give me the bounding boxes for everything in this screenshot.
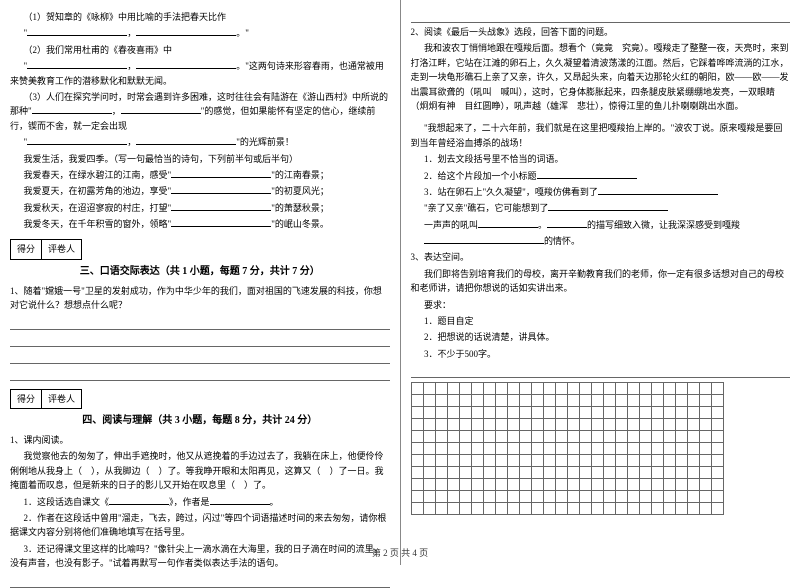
- grader-label: 评卷人: [42, 240, 81, 258]
- rq3d-text: 的描写细致入微，让我深深感受到嘎羧: [587, 220, 740, 230]
- rq3b-text: "亲了又亲"礁石，它可能想到了: [424, 203, 548, 213]
- poem1: 我爱春天，在绿水碧江的江南，感受" "的江南春景；: [10, 168, 390, 182]
- poem4a: 我爱冬天，在千年积雪的窗外，领略": [24, 219, 172, 229]
- q1-3c: "，"的光辉前景！: [10, 135, 390, 149]
- q1-1b: "，。": [10, 26, 390, 40]
- q1-3: （3）人们在探究学问时，时常会遇到许多困难，这时往往会有陆游在《游山西村》中所说…: [10, 90, 390, 133]
- section4-title: 四、阅读与理解（共 3 小题，每题 8 分，共计 24 分）: [10, 413, 390, 429]
- poem4: 我爱冬天，在千年积雪的窗外，领略" "的岷山冬景。: [10, 217, 390, 231]
- s4-q1: 1．这段话选自课文《》，作者是。: [10, 495, 390, 509]
- page-footer: 第 2 页 共 4 页: [0, 546, 800, 559]
- s4-q1a: 1．这段话选自课文《: [24, 497, 110, 507]
- s3: 3、表达空间。: [411, 250, 791, 264]
- poem1a: 我爱春天，在绿水碧江的江南，感受": [24, 170, 172, 180]
- q1-2: （2）我们常用杜甫的《春夜喜雨》中: [10, 43, 390, 57]
- s4-p1: 我觉察他去的匆匆了，伸出手遮挽时，他又从遮挽着的手边过去了，我躺在床上，他便伶伶…: [10, 449, 390, 492]
- rq2: 2．给这个片段加一个小标题: [411, 169, 791, 183]
- poem-head: 我爱生活，我爱四季。（写一句最恰当的诗句，下列前半句或后半句）: [10, 152, 390, 166]
- score-label-4: 得分: [11, 390, 42, 408]
- s3p: 我们即将告别培育我们的母校，离开辛勤教育我们的老师，你一定有很多话想对自己的母校…: [411, 267, 791, 296]
- poem3: 我爱秋天，在迢迢寥寂的村庄，打望" "的萧瑟秋景；: [10, 201, 390, 215]
- rq2-text: 2．给这个片段加一个小标题: [424, 171, 537, 181]
- q1-2b: "，。"这两句诗来形容春雨，也通常被用来赞美教育工作的潜移默化和默默无闻。: [10, 59, 390, 88]
- rq1: 1．划去文段括号里不恰当的词语。: [411, 152, 791, 166]
- req1: 1．题目自定: [424, 314, 790, 328]
- rq3e-text: 的情怀。: [544, 236, 580, 246]
- req2: 2．把想说的话说清楚，讲具体。: [424, 330, 790, 344]
- s2: 2、阅读《最后一头战象》选段，回答下面的问题。: [411, 25, 791, 39]
- writing-grid: [411, 382, 724, 515]
- q1-1-text: （1）贺知章的《咏柳》中用比喻的手法把春天比作: [24, 12, 227, 22]
- poem3a: 我爱秋天，在迢迢寥寂的村庄，打望": [24, 203, 172, 213]
- answer-lines-4: [10, 573, 390, 588]
- score-label: 得分: [11, 240, 42, 258]
- score-box-4: 得分 评卷人: [10, 389, 82, 409]
- left-column: （1）贺知章的《咏柳》中用比喻的手法把春天比作 "，。" （2）我们常用杜甫的《…: [0, 0, 401, 565]
- req3: 3．不少于500字。: [424, 347, 790, 361]
- answer-lines-3: [10, 315, 390, 381]
- poem2b: "的初夏风光；: [271, 186, 329, 196]
- rq3b: "亲了又亲"礁石，它可能想到了: [411, 201, 791, 215]
- rq3a: 3．站在卵石上"久久凝望"，嘎羧仿佛看到了: [424, 187, 598, 197]
- s4-q2: 2．作者在这段话中曾用"溜走，飞去，跨过，闪过"等四个词语描述时间的来去匆匆，请…: [10, 511, 390, 540]
- poem2a: 我爱夏天，在初露芳角的池边，享受": [24, 186, 172, 196]
- rq3c-text: 一声声的吼叫: [424, 220, 478, 230]
- poem4b: "的岷山冬景。: [271, 219, 329, 229]
- q1-2-text: （2）我们常用杜甫的《春夜喜雨》中: [24, 45, 173, 55]
- p1: 我和波农丁悄悄地跟在嘎羧后面。想看个（竟竟 究竟）。嘎羧走了整整一夜，天亮时，来…: [411, 41, 791, 113]
- poem3b: "的萧瑟秋景；: [271, 203, 329, 213]
- poem2: 我爱夏天，在初露芳角的池边，享受" "的初夏风光；: [10, 184, 390, 198]
- grader-label-4: 评卷人: [42, 390, 81, 408]
- q1-1: （1）贺知章的《咏柳》中用比喻的手法把春天比作: [10, 10, 390, 24]
- s4-q1b: 》，作者是: [169, 497, 210, 507]
- section3-title: 三、口语交际表达（共 1 小题，每题 7 分，共计 7 分）: [10, 264, 390, 280]
- q1-3c-text: "的光辉前景！: [236, 137, 294, 147]
- p2: "我想起来了，二十六年前，我们就是在这里把嘎羧抬上岸的。"波农丁说。原来嘎羧是要…: [411, 121, 791, 150]
- right-column: 2、阅读《最后一头战象》选段，回答下面的问题。 我和波农丁悄悄地跟在嘎羧后面。想…: [401, 0, 800, 565]
- s4-1: 1、课内阅读。: [10, 433, 390, 447]
- rq3: 3．站在卵石上"久久凝望"，嘎羧仿佛看到了: [411, 185, 791, 199]
- score-box-3: 得分 评卷人: [10, 239, 82, 259]
- poem1b: "的江南春景；: [271, 170, 329, 180]
- rq3e: 的情怀。: [411, 234, 791, 248]
- s3-q1: 1、随着"嫦娥一号"卫星的发射成功，作为中华少年的我们，面对祖国的飞速发展的科技…: [10, 284, 390, 313]
- top-line: [411, 8, 791, 23]
- blank-line: [411, 363, 791, 378]
- req: 要求：: [424, 298, 790, 312]
- rq3c: 一声声的吼叫。的描写细致入微，让我深深感受到嘎羧: [411, 218, 791, 232]
